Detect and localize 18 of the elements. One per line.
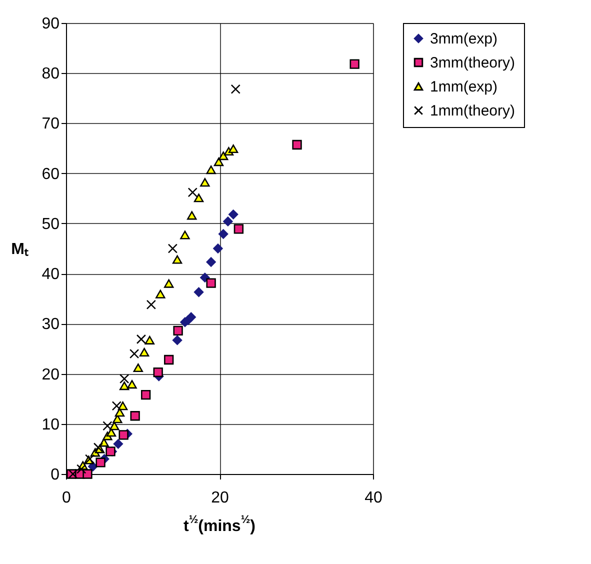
legend-label: 1mm(theory) [430, 102, 516, 120]
y-tick-label: 60 [42, 166, 60, 183]
y-tick-label: 0 [50, 466, 60, 484]
y-tick-label: 20 [42, 366, 60, 384]
y-tick-label: 90 [42, 16, 60, 32]
y-tick-label: 70 [42, 116, 60, 133]
legend-label: 1mm(exp) [430, 78, 498, 96]
y-axis-title: Mₜ [11, 241, 28, 258]
x-tick-label: 20 [211, 490, 229, 506]
legend-label: 3mm(theory) [430, 54, 516, 72]
legend-label: 3mm(exp) [430, 30, 498, 48]
y-tick-label: 10 [42, 416, 60, 434]
x-tick-label: 40 [364, 490, 382, 506]
y-tick-label: 50 [42, 216, 60, 233]
y-tick-label: 80 [42, 66, 60, 83]
y-tick-label: 30 [42, 316, 60, 334]
x-tick-label: 0 [62, 490, 72, 506]
y-tick-label: 40 [42, 266, 60, 284]
